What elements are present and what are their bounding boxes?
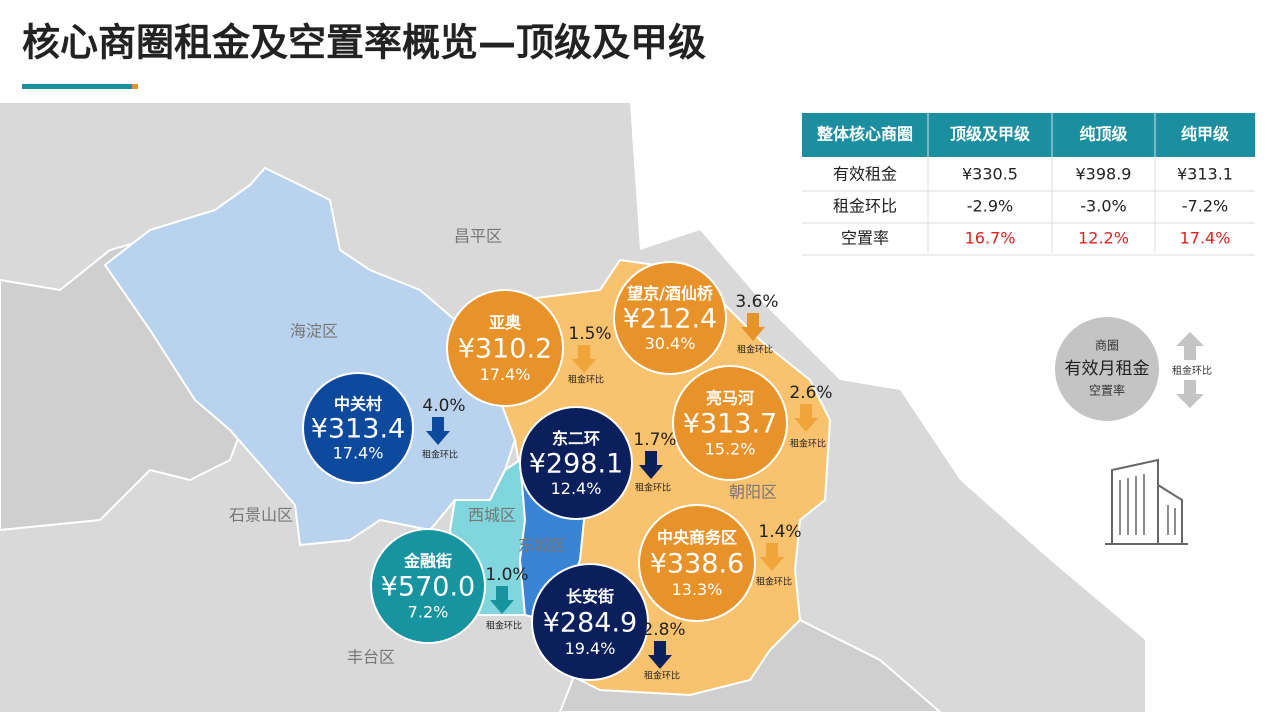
table-cell: 有效租金 bbox=[833, 165, 897, 184]
rent-change: 2.8% bbox=[642, 620, 685, 640]
change-arrow bbox=[760, 543, 784, 571]
area-name: 亚奥 bbox=[489, 313, 522, 332]
area-vacancy: 17.4% bbox=[333, 443, 384, 462]
change-arrow bbox=[741, 313, 765, 341]
table-cell: ¥330.5 bbox=[962, 165, 1018, 184]
area-name: 望京/酒仙桥 bbox=[627, 284, 714, 303]
change-label: 租金环比 bbox=[790, 438, 826, 450]
rent-change: 1.4% bbox=[758, 522, 801, 542]
area-name: 长安街 bbox=[566, 587, 614, 606]
table-cell: 12.2% bbox=[1078, 229, 1129, 248]
table-cell: 16.7% bbox=[965, 229, 1016, 248]
area-rent: ¥313.4 bbox=[311, 414, 405, 445]
area-name: 亮马河 bbox=[706, 389, 754, 408]
area-vacancy: 15.2% bbox=[705, 439, 756, 458]
table-header: 整体核心商圈 bbox=[816, 125, 913, 144]
table-header: 顶级及甲级 bbox=[950, 125, 1031, 144]
change-label: 租金环比 bbox=[568, 374, 604, 386]
change-arrow bbox=[639, 451, 663, 479]
change-arrow bbox=[490, 586, 514, 614]
change-arrow bbox=[426, 417, 450, 445]
area-name: 中关村 bbox=[334, 394, 382, 413]
district-label: 昌平区 bbox=[454, 227, 502, 246]
title: 核心商圈租金及空置率概览—顶级及甲级 bbox=[22, 21, 706, 65]
table-cell: -3.0% bbox=[1080, 197, 1126, 216]
area-vacancy: 30.4% bbox=[645, 334, 696, 353]
area-circle bbox=[672, 365, 788, 481]
change-arrow bbox=[794, 404, 818, 432]
change-label: 租金环比 bbox=[422, 449, 458, 461]
area-circle bbox=[613, 261, 727, 375]
district-label: 海淀区 bbox=[290, 322, 338, 341]
rent-change: 3.6% bbox=[735, 292, 778, 312]
area-circle bbox=[446, 289, 564, 407]
change-label: 租金环比 bbox=[635, 482, 671, 494]
legend-arrow-down bbox=[1176, 380, 1204, 408]
area-vacancy: 17.4% bbox=[480, 365, 531, 384]
table-header: 纯顶级 bbox=[1079, 125, 1128, 144]
area-vacancy: 13.3% bbox=[672, 580, 723, 599]
legend: 商圈 有效月租金 空置率 租金环比 bbox=[1055, 317, 1212, 421]
table-cell: 17.4% bbox=[1180, 229, 1231, 248]
area-name: 东二环 bbox=[552, 429, 600, 448]
district-label: 东城区 bbox=[518, 536, 566, 555]
area-rent: ¥298.1 bbox=[529, 449, 623, 480]
area-rent: ¥212.4 bbox=[623, 304, 717, 335]
area-rent: ¥570.0 bbox=[381, 572, 475, 603]
table-cell: 租金环比 bbox=[833, 197, 897, 216]
legend-arrow-up bbox=[1176, 332, 1204, 360]
change-arrow bbox=[648, 641, 672, 669]
table-cell: ¥398.9 bbox=[1076, 165, 1132, 184]
rent-change: 4.0% bbox=[422, 396, 465, 416]
area-rent: ¥338.6 bbox=[650, 549, 744, 580]
change-arrow bbox=[572, 345, 596, 373]
area-circle bbox=[302, 372, 414, 484]
legend-vacancy: 空置率 bbox=[1089, 383, 1125, 398]
district-label: 石景山区 bbox=[229, 506, 293, 525]
change-label: 租金环比 bbox=[486, 620, 522, 632]
rent-change: 1.0% bbox=[485, 565, 528, 585]
area-circle bbox=[519, 406, 633, 520]
area-rent: ¥310.2 bbox=[458, 334, 552, 365]
legend-rent: 有效月租金 bbox=[1065, 359, 1150, 379]
rent-change: 1.7% bbox=[633, 430, 676, 450]
change-label: 租金环比 bbox=[756, 576, 792, 588]
area-rent: ¥284.9 bbox=[543, 608, 637, 639]
area-circle bbox=[638, 504, 756, 622]
table-header: 纯甲级 bbox=[1181, 125, 1230, 144]
title-bar-tip bbox=[132, 84, 138, 89]
table-header-bg bbox=[802, 113, 1255, 157]
district-label: 丰台区 bbox=[347, 648, 395, 667]
area-circle bbox=[531, 563, 649, 681]
area-name: 金融街 bbox=[403, 552, 452, 571]
table-cell: -7.2% bbox=[1182, 197, 1228, 216]
change-label: 租金环比 bbox=[644, 670, 680, 682]
table-cell: -2.9% bbox=[967, 197, 1013, 216]
legend-area: 商圈 bbox=[1095, 338, 1119, 353]
rent-change: 2.6% bbox=[789, 383, 832, 403]
area-vacancy: 19.4% bbox=[565, 639, 616, 658]
legend-change: 租金环比 bbox=[1172, 364, 1212, 377]
district-label: 西城区 bbox=[468, 506, 516, 525]
change-label: 租金环比 bbox=[737, 344, 773, 356]
legend-circle bbox=[1055, 317, 1159, 421]
area-circle bbox=[370, 528, 486, 644]
haidian bbox=[103, 166, 517, 547]
area-name: 中央商务区 bbox=[657, 528, 737, 547]
table-cell: ¥313.1 bbox=[1177, 165, 1233, 184]
table-cell: 空置率 bbox=[841, 229, 889, 248]
area-rent: ¥313.7 bbox=[683, 409, 777, 440]
rent-change: 1.5% bbox=[568, 324, 611, 344]
building-icon bbox=[1105, 458, 1188, 545]
area-vacancy: 12.4% bbox=[551, 479, 602, 498]
area-vacancy: 7.2% bbox=[408, 602, 449, 621]
district-label: 朝阳区 bbox=[729, 483, 777, 502]
title-bar bbox=[22, 84, 134, 89]
